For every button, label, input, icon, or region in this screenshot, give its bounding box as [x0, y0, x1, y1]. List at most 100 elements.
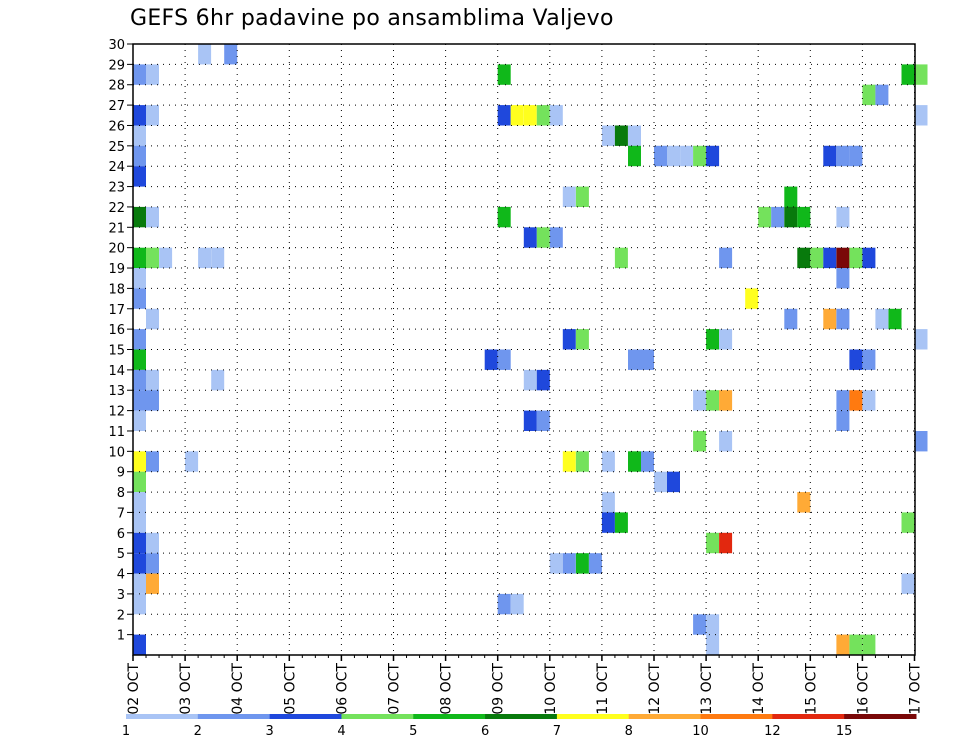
heatmap-cell	[133, 593, 146, 615]
heatmap-cell	[146, 105, 159, 126]
y-tick-label: 10	[108, 445, 125, 460]
heatmap-cell	[862, 390, 876, 411]
heatmap-cell	[133, 471, 146, 493]
heatmap-cell	[523, 227, 537, 248]
heatmap-cell	[849, 145, 863, 167]
heatmap-cell	[536, 410, 550, 431]
y-tick-label: 6	[117, 527, 125, 542]
heatmap-cell	[719, 532, 733, 554]
heatmap-cell	[536, 227, 550, 248]
heatmap-cell	[614, 512, 628, 533]
heatmap-cell	[862, 349, 876, 370]
heatmap-cell	[497, 206, 511, 228]
heatmap-cell	[523, 369, 537, 391]
colorbar-label: 10	[692, 724, 709, 739]
heatmap-cell	[159, 247, 173, 269]
heatmap-cell	[133, 288, 146, 309]
y-tick-label: 23	[108, 181, 125, 196]
heatmap-cell	[146, 64, 159, 85]
grid-layer	[133, 44, 915, 655]
heatmap-cell	[914, 64, 928, 85]
heatmap-cell	[745, 288, 759, 309]
heatmap-cell	[133, 125, 146, 146]
heatmap-cell	[133, 390, 146, 411]
colorbar-label: 12	[764, 724, 781, 739]
heatmap-cell	[133, 64, 146, 85]
y-tick-label: 21	[108, 221, 125, 236]
heatmap-cell	[497, 593, 511, 615]
colorbar-label: 6	[481, 724, 489, 739]
x-tick-label: 12 OCT	[647, 663, 663, 715]
y-tick-label: 3	[117, 588, 125, 603]
heatmap-cell	[198, 44, 212, 65]
heatmap-cell	[146, 206, 159, 228]
x-tick-label: 17 OCT	[908, 663, 924, 715]
heatmap-cell	[133, 145, 146, 167]
chart-title: GEFS 6hr padavine po ansamblima Valjevo	[130, 6, 614, 31]
colorbar-label: 3	[265, 724, 273, 739]
heatmap-cell	[849, 390, 863, 411]
heatmap-cell	[914, 329, 928, 350]
x-tick-label: 13 OCT	[699, 663, 715, 715]
colorbar-segment	[844, 714, 917, 719]
x-tick-label: 11 OCT	[595, 663, 611, 715]
heatmap-cell	[133, 634, 146, 655]
heatmap-cell	[211, 247, 225, 269]
y-tick-label: 2	[117, 608, 125, 623]
heatmap-cell	[133, 166, 146, 187]
heatmap-cell	[875, 84, 889, 106]
y-tick-label: 8	[117, 486, 125, 501]
y-tick-label: 9	[117, 466, 125, 481]
heatmap-cell	[614, 247, 628, 269]
heatmap-cell	[133, 206, 146, 228]
y-tick-label: 28	[108, 79, 125, 94]
heatmap-cell	[784, 308, 798, 330]
heatmap-cell	[133, 573, 146, 594]
heatmap-cell	[146, 532, 159, 554]
y-tick-label: 12	[108, 405, 125, 420]
heatmap-cell	[901, 64, 915, 85]
heatmap-cell	[133, 553, 146, 574]
heatmap-cell	[836, 634, 850, 655]
colorbar-segment	[269, 714, 342, 719]
colorbar-segment	[197, 714, 271, 719]
heatmap-cell	[836, 206, 850, 228]
heatmap-cell	[146, 451, 159, 472]
colorbar-segment	[126, 714, 199, 719]
heatmap-cell	[797, 206, 811, 228]
y-tick-label: 7	[117, 506, 125, 521]
heatmap-cell	[211, 369, 225, 391]
heatmap-cell	[497, 64, 511, 85]
heatmap-cell	[719, 431, 733, 452]
heatmap-cell	[862, 247, 876, 269]
heatmap-cell	[133, 247, 146, 269]
colorbar-label: 4	[337, 724, 345, 739]
heatmap-cell	[601, 125, 615, 146]
heatmap-cell	[601, 451, 615, 472]
colorbar: 1 2 3 4 5 6 7 8 10 12 15	[122, 714, 917, 739]
colorbar-label: 7	[553, 724, 561, 739]
heatmap-cell	[628, 349, 641, 370]
y-tick-label: 27	[108, 99, 125, 114]
heatmap-cell	[693, 390, 707, 411]
heatmap-cell	[680, 145, 694, 167]
heatmap-cell	[823, 247, 837, 269]
heatmap-cell	[836, 410, 850, 431]
heatmap-cell	[601, 492, 615, 513]
heatmap-cell	[719, 329, 733, 350]
y-tick-label: 4	[117, 568, 125, 583]
heatmap-cell	[588, 553, 602, 574]
heatmap-cell	[549, 105, 563, 126]
y-tick-label: 26	[108, 119, 125, 134]
heatmap-cell	[810, 247, 824, 269]
colorbar-label: 2	[194, 724, 202, 739]
heatmap-cell	[836, 247, 850, 269]
heatmap-cell	[549, 227, 563, 248]
heatmap-cell	[706, 329, 720, 350]
heatmap-cell	[497, 349, 511, 370]
heatmap-cell	[185, 451, 199, 472]
y-tick-label: 19	[108, 262, 125, 277]
heatmap-cell	[836, 308, 850, 330]
x-tick-label: 03 OCT	[178, 663, 194, 715]
heatmap-cell	[523, 410, 537, 431]
